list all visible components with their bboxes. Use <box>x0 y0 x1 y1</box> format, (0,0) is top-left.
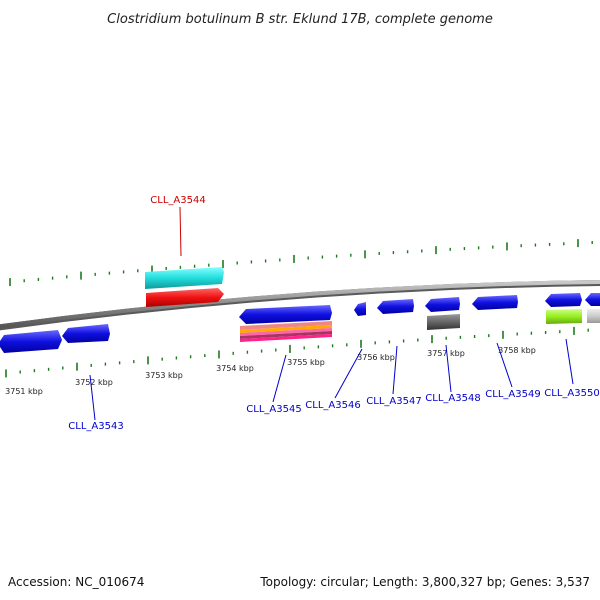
ruler-label-3753: 3753 kbp <box>145 371 183 380</box>
ruler-label-3755: 3755 kbp <box>287 358 325 367</box>
callout-line-CLL_A3548 <box>445 344 452 393</box>
gene-arrow-CLL_A3542[interactable] <box>0 330 62 353</box>
ruler-label-3758: 3758 kbp <box>498 346 536 355</box>
ruler-forward <box>9 239 593 287</box>
gene-arrow-CLL_A3548[interactable] <box>425 297 460 312</box>
gene-arrow-CLL_A3549[interactable] <box>472 295 518 310</box>
feature-band-multicolor[interactable] <box>240 321 332 342</box>
feature-band-light[interactable] <box>587 309 600 323</box>
gene-label-CLL_A3550[interactable]: CLL_A3550 <box>544 388 599 399</box>
ruler-reverse <box>5 326 589 378</box>
gene-arrow-CLL_A3551[interactable] <box>585 293 600 306</box>
callout-line-CLL_A3545 <box>272 354 287 403</box>
ruler-label-3757: 3757 kbp <box>427 349 465 358</box>
ruler-label-3752: 3752 kbp <box>75 378 113 387</box>
callout-line-CLL_A3547 <box>392 345 398 395</box>
feature-band-gray[interactable] <box>427 314 460 330</box>
reverse-strand-features <box>0 293 600 353</box>
forward-strand-features <box>145 267 224 307</box>
gene-arrow-CLL_A3545[interactable] <box>239 305 332 324</box>
gene-arrow-CLL_A3543[interactable] <box>62 324 110 343</box>
genome-backbone <box>0 280 600 329</box>
gene-label-CLL_A3543[interactable]: CLL_A3543 <box>68 421 123 432</box>
ruler-label-3756: 3756 kbp <box>357 353 395 362</box>
callout-line-CLL_A3549 <box>496 342 513 388</box>
callout-line-CLL_A3543 <box>89 374 96 421</box>
gene-callouts <box>89 206 574 421</box>
gene-labels: CLL_A3544 CLL_A3543 CLL_A3545 CLL_A3546 … <box>68 195 599 432</box>
gene-label-CLL_A3547[interactable]: CLL_A3547 <box>366 396 421 407</box>
gene-label-CLL_A3546[interactable]: CLL_A3546 <box>305 400 360 411</box>
feature-band-lime[interactable] <box>546 309 582 324</box>
accession-text: Accession: NC_010674 <box>8 575 144 589</box>
gene-label-CLL_A3544[interactable]: CLL_A3544 <box>150 195 205 206</box>
ruler-label-3751: 3751 kbp <box>5 387 43 396</box>
map-title: Clostridium botulinum B str. Eklund 17B,… <box>107 12 493 27</box>
genome-info-text: Topology: circular; Length: 3,800,327 bp… <box>259 575 590 589</box>
gene-label-CLL_A3548[interactable]: CLL_A3548 <box>425 393 480 404</box>
feature-band-cyan[interactable] <box>145 267 224 289</box>
gene-arrow-CLL_A3546[interactable] <box>354 302 366 316</box>
ruler-labels: 3751 kbp 3752 kbp 3753 kbp 3754 kbp 3755… <box>5 346 536 396</box>
gene-label-CLL_A3545[interactable]: CLL_A3545 <box>246 404 301 415</box>
ruler-label-3754: 3754 kbp <box>216 364 254 373</box>
callout-line-CLL_A3546 <box>334 348 363 399</box>
callout-line-CLL_A3550 <box>565 338 574 385</box>
gene-arrow-CLL_A3547[interactable] <box>377 299 414 314</box>
gene-arrow-CLL_A3550[interactable] <box>545 293 582 307</box>
callout-line-CLL_A3544 <box>179 206 182 257</box>
gene-label-CLL_A3549[interactable]: CLL_A3549 <box>485 389 540 400</box>
gene-arrow-CLL_A3544[interactable] <box>146 288 224 307</box>
